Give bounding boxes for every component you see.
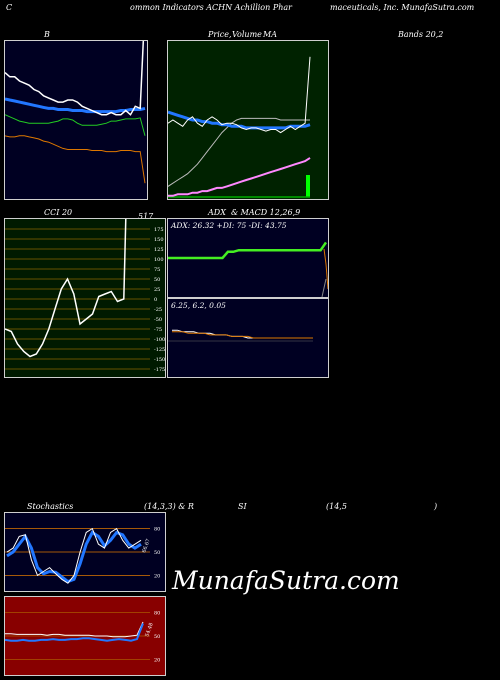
- stoch-tick-label: 20: [154, 573, 160, 579]
- bollinger-chart: [4, 4, 146, 184]
- stoch-tick-label: 50: [154, 550, 160, 556]
- di-plus-line: [321, 278, 327, 298]
- cci-chart: 175 150 125 100 75 50 25 0 -25 -50 -75 -100 -125 -150…: [4, 48, 165, 373]
- stoch-tick-label: 80: [154, 527, 160, 533]
- volume-ma-line: [168, 157, 311, 197]
- adx-panel: ADX: 26.32 +DI: 75 -DI: 43.75: [167, 218, 329, 298]
- volume-label: Volume: [232, 30, 262, 39]
- cci-panel: 175 150 125 100 75 50 25 0 -25 -50 -75 -100 -125 -150…: [4, 48, 166, 378]
- rsi-tick-label: 80: [154, 611, 160, 617]
- adx-line: [168, 241, 328, 260]
- cci-tick-label: 75: [154, 267, 160, 273]
- cci-tick-label: 25: [154, 287, 160, 293]
- adx-chart: ADX: 26.32 +DI: 75 -DI: 43.75: [168, 221, 329, 298]
- stoch-label: Stochastics: [27, 502, 74, 511]
- cci-tick-label: 150: [154, 237, 164, 243]
- header-right: maceuticals, Inc. MunafaSutra.com: [330, 3, 475, 12]
- bollinger-panel: [4, 4, 148, 200]
- bands-label: Bands 20,2: [398, 30, 444, 39]
- rsi-close: ): [434, 502, 438, 511]
- cci-tick-label: 100: [154, 257, 164, 263]
- bollinger-upper-band: [4, 114, 146, 136]
- rsi-params: (14,5: [326, 502, 347, 511]
- cci-tick-label: -175: [154, 367, 165, 373]
- price-line: [167, 56, 311, 134]
- rsi-tick-label: 20: [154, 657, 160, 663]
- bollinger-lower-band: [4, 135, 146, 184]
- cci-label: CCI 20: [44, 208, 73, 217]
- header-title: ommon Indicators ACHN Achillion Phar: [130, 3, 292, 12]
- volume-bar: [306, 175, 310, 197]
- cci-tick-label: 50: [154, 277, 160, 283]
- stoch-panel: 80 50 20 66.67: [4, 512, 166, 592]
- adx-values: ADX: 26.32 +DI: 75 -DI: 43.75: [170, 221, 287, 230]
- cci-tick-label: 175: [154, 227, 164, 233]
- macd-signal-line: [172, 331, 313, 339]
- macd-values: 6.25, 6.2, 0.05: [171, 301, 226, 310]
- macd-panel: 6.25, 6.2, 0.05: [167, 298, 329, 378]
- cci-tick-label: -150: [154, 357, 165, 363]
- rsi-signal-line: [4, 623, 144, 642]
- bollinger-label: B: [44, 30, 50, 39]
- macd-chart: 6.25, 6.2, 0.05: [168, 301, 313, 342]
- header-left: C: [6, 3, 13, 12]
- price-panel: [167, 40, 329, 200]
- rsi-value-label: 54.48: [144, 622, 155, 638]
- watermark: MunafaSutra.com: [172, 566, 400, 595]
- cci-tick-label: -25: [154, 307, 162, 313]
- adx-macd-label: ADX & MACD 12,26,9: [208, 208, 301, 217]
- di-minus-line: [323, 248, 329, 290]
- stoch-k-line: [6, 527, 142, 584]
- stoch-value-label: 66.67: [141, 538, 152, 554]
- price-label: Price,: [208, 30, 232, 39]
- rsi-tick-label: 50: [154, 634, 160, 640]
- cci-tick-label: 0: [154, 297, 157, 303]
- bollinger-price-line: [4, 4, 146, 116]
- cci-tick-label: -125: [154, 347, 165, 353]
- stoch-chart: 80 50 20 66.67: [5, 527, 160, 584]
- stoch-params: (14,3,3) & R: [144, 502, 194, 511]
- rsi-line: [5, 621, 144, 638]
- cci-tick-label: -100: [154, 337, 165, 343]
- cci-value: 517: [138, 212, 154, 221]
- price-chart: [167, 56, 311, 198]
- rsi-chart: 80 50 20 54.48: [4, 611, 160, 663]
- ma-long-line: [167, 117, 310, 187]
- rsi-panel: 80 50 20 54.48: [4, 596, 166, 676]
- bollinger-middle-band: [4, 97, 146, 114]
- cci-line: [4, 48, 131, 358]
- cci-tick-label: -75: [154, 327, 162, 333]
- ma-label: MA: [263, 30, 277, 39]
- rsi-si-label: SI: [238, 502, 247, 511]
- cci-tick-label: -50: [154, 317, 162, 323]
- cci-tick-label: 125: [154, 247, 164, 253]
